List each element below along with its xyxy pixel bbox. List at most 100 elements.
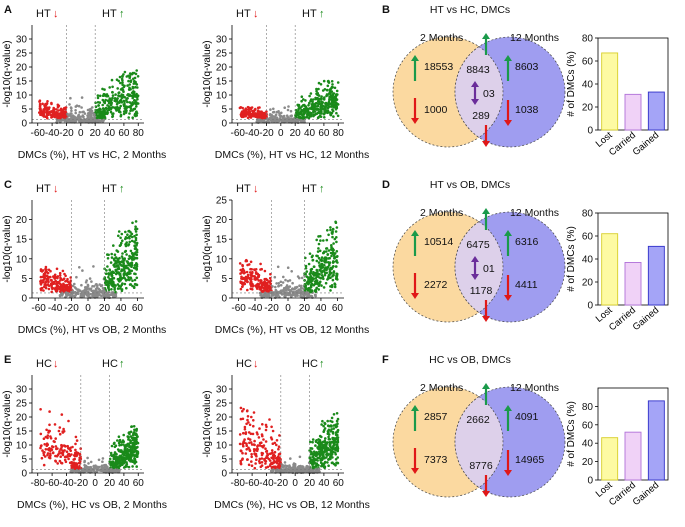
x-tick-label: -20 [59, 128, 74, 139]
data-point [298, 284, 301, 288]
data-point [310, 294, 314, 298]
data-point [115, 466, 119, 469]
data-point [117, 469, 120, 473]
x-tick-label: -20 [274, 478, 289, 489]
data-point [320, 284, 323, 287]
panel-label: B [382, 4, 390, 16]
data-point [41, 449, 44, 452]
data-point [74, 451, 77, 455]
data-point [98, 111, 101, 114]
data-point [325, 271, 329, 275]
data-point [332, 437, 336, 441]
data-point [83, 463, 86, 467]
data-point [75, 275, 78, 279]
data-point [50, 102, 53, 106]
data-point [330, 80, 334, 83]
data-point [319, 280, 322, 284]
data-point [242, 407, 245, 411]
data-point [119, 104, 122, 108]
data-point [131, 255, 134, 259]
data-point [121, 439, 125, 442]
data-point [330, 85, 334, 89]
data-point [58, 271, 62, 275]
data-point [288, 469, 292, 473]
data-point [63, 449, 66, 452]
data-point [305, 464, 309, 468]
data-point [129, 231, 132, 234]
data-point [316, 254, 319, 258]
data-point [311, 277, 315, 280]
x-tick-label: -60 [31, 303, 46, 314]
data-point [116, 267, 120, 271]
data-point [243, 441, 246, 445]
data-point [269, 282, 272, 286]
data-point [240, 111, 243, 115]
data-point [329, 113, 332, 116]
data-point [283, 290, 286, 294]
data-point [269, 272, 272, 276]
data-point [112, 457, 116, 461]
data-point [249, 273, 253, 277]
data-point [308, 280, 311, 284]
x-tick-label: 60 [133, 478, 145, 489]
data-point [328, 424, 331, 428]
data-point [300, 292, 304, 295]
data-point [248, 115, 251, 119]
up-arrow-icon: ↑ [119, 183, 125, 195]
data-point [298, 455, 302, 459]
data-point [322, 430, 326, 434]
data-point [325, 247, 328, 250]
data-point [333, 252, 337, 255]
data-point [131, 116, 134, 119]
data-point [135, 427, 138, 431]
data-point [317, 288, 321, 291]
data-point [44, 286, 48, 290]
data-point [77, 116, 80, 120]
data-point [135, 435, 139, 439]
data-point [277, 469, 281, 473]
data-point [123, 84, 126, 88]
data-point [69, 112, 72, 115]
data-point [329, 419, 332, 423]
data-point [53, 114, 57, 118]
data-point [308, 252, 312, 255]
data-point [286, 108, 290, 112]
data-point [254, 448, 258, 451]
y-tick-label: 0 [587, 126, 593, 137]
data-point [125, 278, 128, 282]
data-point [136, 441, 140, 445]
data-point [129, 109, 132, 113]
data-point [134, 460, 138, 464]
data-point [122, 276, 125, 279]
data-point [69, 449, 72, 453]
data-point [59, 116, 63, 119]
data-point [322, 286, 326, 289]
data-point [110, 274, 113, 277]
data-point [114, 456, 118, 460]
data-point [119, 236, 122, 240]
data-point [330, 454, 333, 457]
label-down-group: HT [236, 183, 251, 195]
data-point [242, 281, 245, 285]
data-point [317, 464, 320, 467]
x-axis-title: DMCs (%), HT vs OB, 2 Months [18, 324, 167, 336]
data-point [302, 98, 305, 101]
data-point [318, 456, 321, 460]
data-point [244, 107, 247, 110]
data-point [264, 293, 267, 297]
data-point [315, 105, 319, 108]
y-tick-label: 30 [16, 385, 28, 396]
up-arrow-icon [411, 405, 419, 411]
data-point [71, 445, 74, 449]
data-point [125, 75, 129, 78]
data-point [328, 105, 332, 108]
mixed-arrow-icon [471, 81, 479, 87]
data-point [331, 230, 334, 234]
data-point [105, 292, 109, 295]
bar-lost [601, 437, 619, 481]
up-arrow-icon: ↑ [319, 358, 325, 370]
data-point [124, 266, 128, 270]
data-point [262, 120, 265, 123]
data-point [334, 221, 338, 224]
data-point [59, 455, 62, 459]
